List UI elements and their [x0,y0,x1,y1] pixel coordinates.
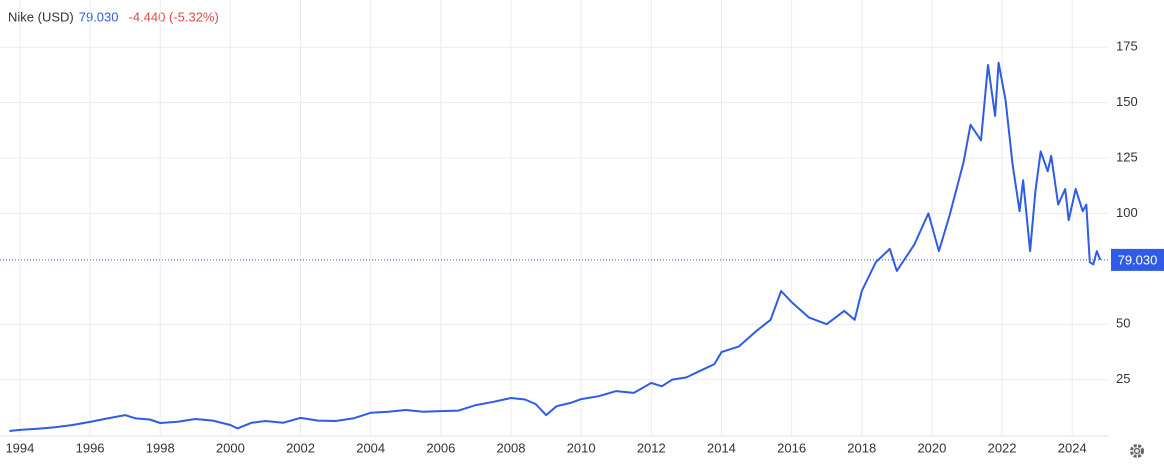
last-price-badge [1111,248,1164,271]
price-change: -4.440 (-5.32%) [129,9,219,24]
x-tick-label: 2018 [847,440,876,455]
x-tick-label: 2014 [707,440,736,455]
y-tick-label: 25 [1116,371,1130,386]
settings-icon-teeth [1130,444,1144,458]
x-tick-label: 2002 [286,440,315,455]
y-tick-label: 100 [1116,205,1138,220]
x-tick-label: 2016 [777,440,806,455]
x-tick-label: 2012 [637,440,666,455]
y-tick-label: 175 [1116,39,1138,54]
x-tick-label: 2004 [356,440,385,455]
last-price-label: 79.030 [1118,252,1158,267]
x-tick-label: 2000 [216,440,245,455]
x-tick-label: 2006 [426,440,455,455]
x-tick-label: 2022 [988,440,1017,455]
x-tick-label: 1994 [5,440,34,455]
x-tick-label: 2010 [567,440,596,455]
price-line [9,61,1102,432]
y-tick-label: 150 [1116,94,1138,109]
last-price: 79.030 [79,9,119,24]
chart-title: Nike (USD) [8,9,74,24]
y-tick-label: 125 [1116,149,1138,164]
settings-icon[interactable] [1130,444,1144,458]
x-tick-label: 1998 [146,440,175,455]
x-tick-label: 2020 [917,440,946,455]
x-tick-label: 1996 [76,440,105,455]
x-tick-label: 2008 [497,440,526,455]
y-tick-label: 50 [1116,316,1130,331]
settings-icon-center [1133,447,1141,455]
x-tick-label: 2024 [1058,440,1087,455]
